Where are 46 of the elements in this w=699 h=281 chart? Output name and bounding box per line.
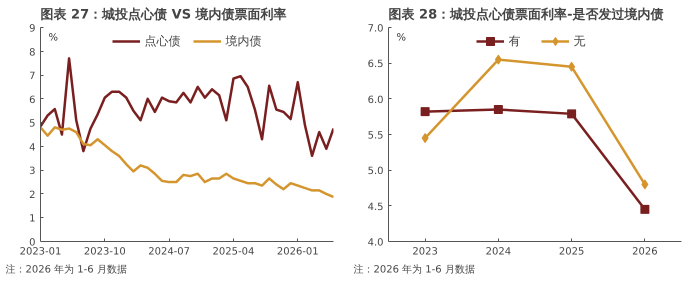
chart-title: 图表 28：城投点心债票面利率-是否发过境内债 [388,6,664,22]
x-tick-label: 2023 [412,246,438,258]
y-tick-label: 0 [29,238,36,248]
y-tick-label: 5.0 [368,166,384,178]
y-tick-label: 5.5 [368,130,384,142]
legend-label: 有 [508,32,522,50]
point [422,133,429,144]
legend-label: 无 [574,32,586,50]
x-tick-label: 2024-07 [148,246,190,258]
y-tick-label: 7 [29,71,36,82]
chart-title: 图表 27：城投点心债 VS 境内债票面利率 [40,6,287,22]
legend-label: 点心债 [144,32,180,50]
legend-label: 境内债 [226,32,262,50]
y-tick-label: 4.0 [368,238,384,248]
x-tick-label: 2023-01 [20,246,62,258]
y-tick-label: 1 [29,214,36,225]
y-tick-label: 2 [29,190,36,201]
point [494,105,503,114]
point [568,62,576,72]
y-tick-label: 6.0 [368,94,384,106]
x-tick-label: 2026 [632,246,658,258]
y-tick-label: 4.5 [368,202,384,213]
y-tick-label: 7.0 [368,24,384,34]
x-tick-label: 2023-10 [84,246,126,258]
y-tick-label: 3 [29,166,36,178]
text: 注：2026 年为 1-6 月数据 [354,264,475,276]
x-tick-label: 2024 [486,246,512,258]
x-tick-label: 2026-01 [276,246,319,258]
point [640,204,650,214]
line-series [40,126,334,198]
y-tick-label: 4 [29,142,36,154]
point [641,179,648,190]
point [567,109,576,118]
line-series [40,57,334,158]
y-tick-label: 6.5 [368,59,384,70]
y-axis-title: % [48,32,58,44]
x-tick-label: 2025 [558,246,584,258]
y-tick-label: 6 [29,94,36,106]
y-tick-label: 8 [29,47,36,58]
point [494,54,502,65]
y-tick-label: 5 [29,118,36,130]
y-axis-title: % [396,32,406,44]
point [420,107,430,116]
y-tick-label: 9 [29,24,36,34]
x-tick-label: 2025-04 [212,246,254,258]
text: 注：2026 年为 1-6 月数据 [6,264,127,276]
